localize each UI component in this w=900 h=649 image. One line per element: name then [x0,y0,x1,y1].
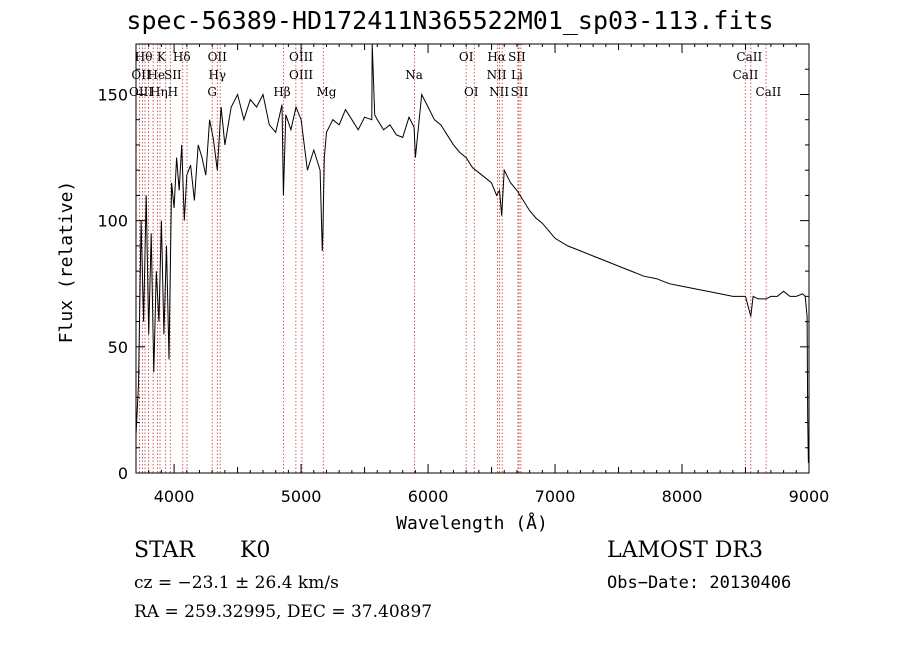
redshift-cz: cz = −23.1 ± 26.4 km/s [134,573,339,593]
chart-title: spec-56389-HD172411N365522M01_sp03-113.f… [126,6,774,35]
x-tick-label: 7000 [535,487,576,506]
line-label: SII [511,85,529,99]
survey-name: LAMOST DR3 [607,538,763,563]
line-label: OI [464,85,479,99]
line-label: Li [511,68,523,82]
line-label: Mg [316,85,336,99]
line-label: Na [405,68,423,82]
line-label: Hα [487,50,506,64]
x-tick-label: 8000 [662,487,703,506]
y-tick-label: 0 [118,464,128,483]
object-subclass: K0 [240,538,271,563]
line-label: G [207,85,217,99]
line-label: SII [508,50,526,64]
line-label: OI [459,50,474,64]
line-label: Hθ [135,50,153,64]
line-label: OIII [289,50,313,64]
y-tick-label: 150 [97,85,128,104]
spectrum-series-line [135,43,810,463]
line-label: OIII [289,68,313,82]
x-axis: 4000 5000 6000 7000 8000 9000 [148,44,830,506]
x-tick-label: 4000 [154,487,195,506]
line-label: CaII [736,50,762,64]
line-label: SII [164,68,182,82]
x-tick-label: 6000 [408,487,449,506]
line-label: H [168,85,178,99]
line-label: CaII [733,68,759,82]
y-axis-label: Flux (relative) [56,181,77,344]
x-tick-label: 5000 [281,487,322,506]
line-label: Hβ [273,85,290,99]
line-label: NII [489,85,509,99]
line-label: Hη [150,85,168,99]
y-tick-label: 50 [108,338,128,357]
observation-date: Obs−Date: 20130406 [607,573,792,593]
x-axis-label: Wavelength (Å) [396,512,548,534]
y-axis: 0 50 100 150 [97,68,809,483]
line-label: CaII [755,85,781,99]
ra-dec-coordinates: RA = 259.32995, DEC = 37.40897 [134,602,433,622]
plot-frame [135,43,810,474]
line-label: K [157,50,167,64]
line-label: OIII [129,85,153,99]
line-label: Hγ [208,68,226,82]
line-label: NII [487,68,507,82]
emission-line-markers [139,44,767,473]
y-tick-label: 100 [97,212,128,231]
line-label: He [148,68,166,82]
x-tick-label: 9000 [789,487,830,506]
object-class: STAR [134,538,195,563]
line-label: OII [208,50,228,64]
line-label: Hδ [173,50,191,64]
